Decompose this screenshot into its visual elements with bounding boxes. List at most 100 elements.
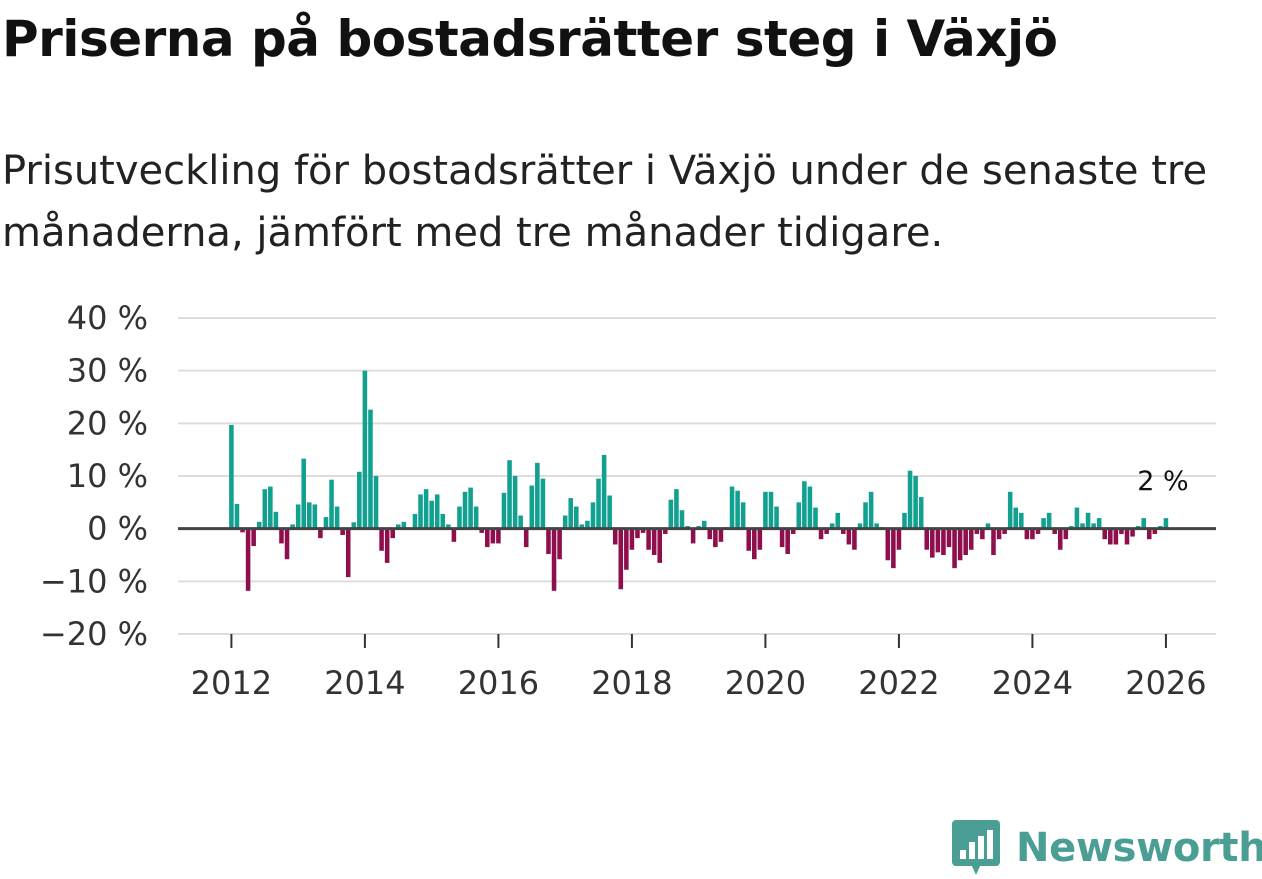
bar	[874, 523, 879, 529]
bar	[418, 494, 423, 529]
bar	[841, 528, 846, 534]
bar	[663, 528, 668, 534]
bar	[390, 528, 395, 539]
bar	[646, 528, 651, 550]
bar	[485, 528, 490, 548]
chart-subtitle: Prisutveckling för bostadsrätter i Växjö…	[2, 148, 1208, 256]
bar	[746, 528, 752, 551]
bar	[991, 528, 996, 555]
bar	[590, 502, 596, 529]
bar	[629, 528, 635, 550]
bar	[245, 528, 251, 591]
bar	[307, 502, 312, 529]
bar	[813, 507, 818, 529]
bar	[974, 528, 980, 534]
bar	[618, 528, 624, 590]
bar	[273, 511, 279, 529]
y-tick-label: 0 %	[87, 510, 148, 548]
bar	[829, 523, 835, 529]
bar	[234, 503, 240, 529]
bar	[963, 528, 968, 555]
bar	[735, 490, 740, 529]
bar	[1074, 507, 1080, 529]
newsworthy-logo-icon	[952, 820, 1000, 875]
bar	[312, 504, 318, 529]
bar	[930, 528, 935, 558]
bar	[529, 485, 535, 529]
bar	[384, 528, 390, 563]
bar	[980, 528, 985, 540]
bar	[568, 498, 574, 529]
bar	[412, 513, 418, 529]
bar	[440, 513, 446, 529]
bar	[334, 506, 340, 529]
bar	[479, 528, 484, 533]
bar	[774, 506, 779, 529]
bar	[451, 528, 457, 542]
bar	[446, 524, 451, 529]
bar	[557, 528, 562, 560]
bar	[1035, 528, 1041, 534]
x-tick-label: 2020	[725, 664, 806, 702]
bar	[523, 528, 529, 548]
bar	[1002, 528, 1007, 534]
y-tick-label: 10 %	[67, 457, 148, 495]
bar	[640, 528, 646, 533]
bar	[852, 528, 857, 550]
bar	[284, 528, 290, 560]
bar	[256, 521, 262, 529]
bar	[1113, 528, 1119, 545]
bar	[1041, 518, 1046, 529]
bar	[824, 528, 829, 534]
bar	[1130, 528, 1135, 537]
bar	[891, 528, 896, 569]
bar	[868, 491, 874, 529]
bar	[473, 506, 479, 529]
bar	[379, 528, 384, 551]
bar	[457, 506, 462, 529]
bar	[968, 528, 974, 550]
bar	[713, 528, 718, 548]
y-tick-label: −20 %	[40, 615, 148, 653]
bar	[290, 524, 295, 529]
bar	[1080, 523, 1085, 529]
bar	[607, 495, 612, 529]
bar	[679, 510, 685, 529]
bar	[935, 528, 941, 553]
bar	[490, 528, 496, 544]
bar	[340, 528, 345, 535]
bar	[651, 528, 657, 555]
bar	[468, 487, 473, 529]
x-tick-label: 2024	[992, 664, 1073, 702]
bar	[924, 528, 930, 550]
bar	[957, 528, 963, 561]
bar	[368, 409, 373, 529]
last-value-label: 2 %	[1137, 466, 1188, 497]
bar	[1124, 528, 1130, 545]
bar	[462, 491, 468, 529]
x-tick-label: 2022	[858, 664, 939, 702]
bar	[546, 528, 551, 554]
x-tick-label: 2026	[1125, 664, 1206, 702]
bar	[785, 528, 790, 554]
gridlines	[178, 317, 1216, 635]
x-tick-label: 2012	[191, 664, 272, 702]
bar	[1046, 512, 1052, 529]
bar	[752, 528, 757, 560]
bar	[1024, 528, 1030, 540]
x-tick-label: 2018	[591, 664, 672, 702]
bar	[396, 524, 401, 529]
bar	[1085, 512, 1091, 529]
bar	[863, 502, 868, 529]
bar	[429, 500, 434, 529]
bar	[301, 458, 306, 529]
bar	[601, 454, 607, 529]
bar	[268, 486, 273, 529]
bar	[952, 528, 957, 569]
bar	[1119, 528, 1124, 534]
bar	[718, 528, 724, 542]
bar	[518, 515, 523, 529]
bar	[807, 486, 813, 529]
brand-name: Newsworthy	[1016, 825, 1262, 871]
bar	[551, 528, 557, 591]
